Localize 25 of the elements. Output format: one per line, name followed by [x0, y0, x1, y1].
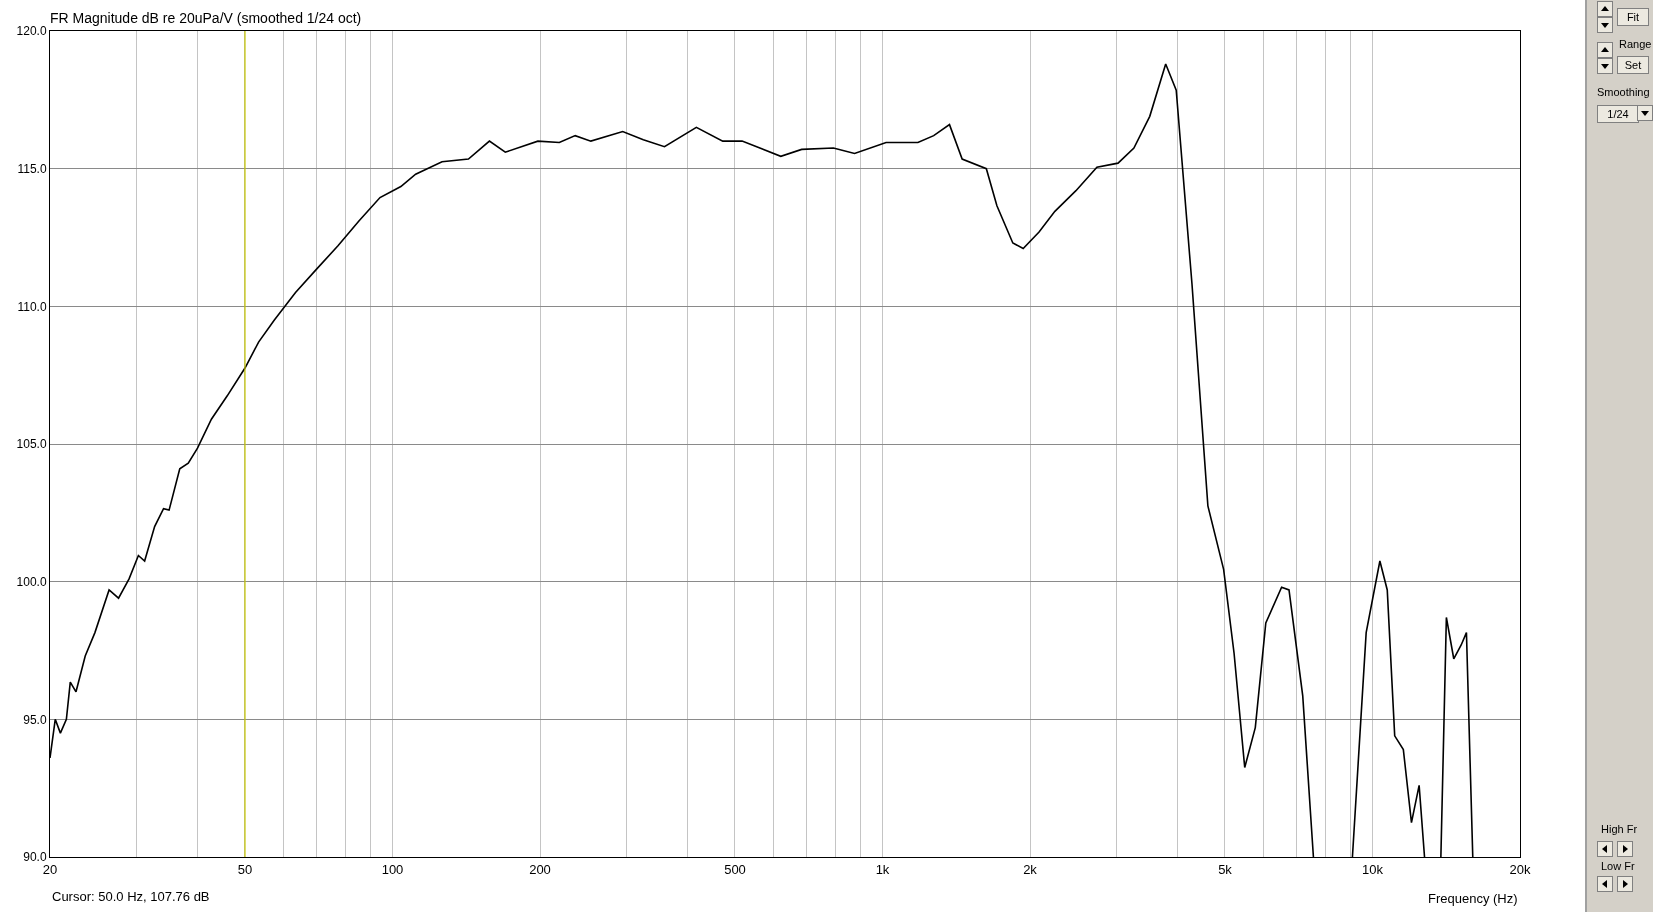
- text: Low Fr: [1601, 860, 1635, 872]
- y-tick-label: 115.0: [17, 161, 47, 176]
- text: High Fr: [1601, 823, 1638, 835]
- x-tick-label: 100: [381, 861, 404, 877]
- y-tick-label: 105.0: [16, 437, 47, 452]
- x-tick-label: 200: [529, 861, 551, 877]
- text: Fit: [1617, 8, 1649, 26]
- y-tick-label: 95.0: [23, 712, 47, 727]
- text: Smoothing: [1597, 86, 1650, 98]
- x-axis-title: Frequency (Hz): [1428, 891, 1518, 906]
- x-tick-label: 2k: [1023, 861, 1038, 877]
- y-tick-label: 120.0: [16, 24, 47, 39]
- text: Range: [1619, 38, 1652, 50]
- x-tick-label: 500: [724, 861, 746, 877]
- text: 1/24: [1597, 105, 1639, 123]
- text: Set: [1617, 56, 1649, 74]
- x-tick-label: 20k: [1509, 861, 1531, 877]
- x-tick-label: 10k: [1362, 861, 1384, 877]
- x-tick-label: 50: [237, 861, 253, 877]
- y-tick-label: 100.0: [16, 574, 47, 589]
- text: Cursor: 50.0 Hz, 107.76 dB: [52, 889, 210, 904]
- x-tick-label: 5k: [1218, 861, 1233, 877]
- x-tick-label: 1k: [875, 861, 890, 877]
- y-tick-label: 110.0: [17, 299, 47, 314]
- chart-title: FR Magnitude dB re 20uPa/V (smoothed 1/24 oct): [50, 9, 362, 26]
